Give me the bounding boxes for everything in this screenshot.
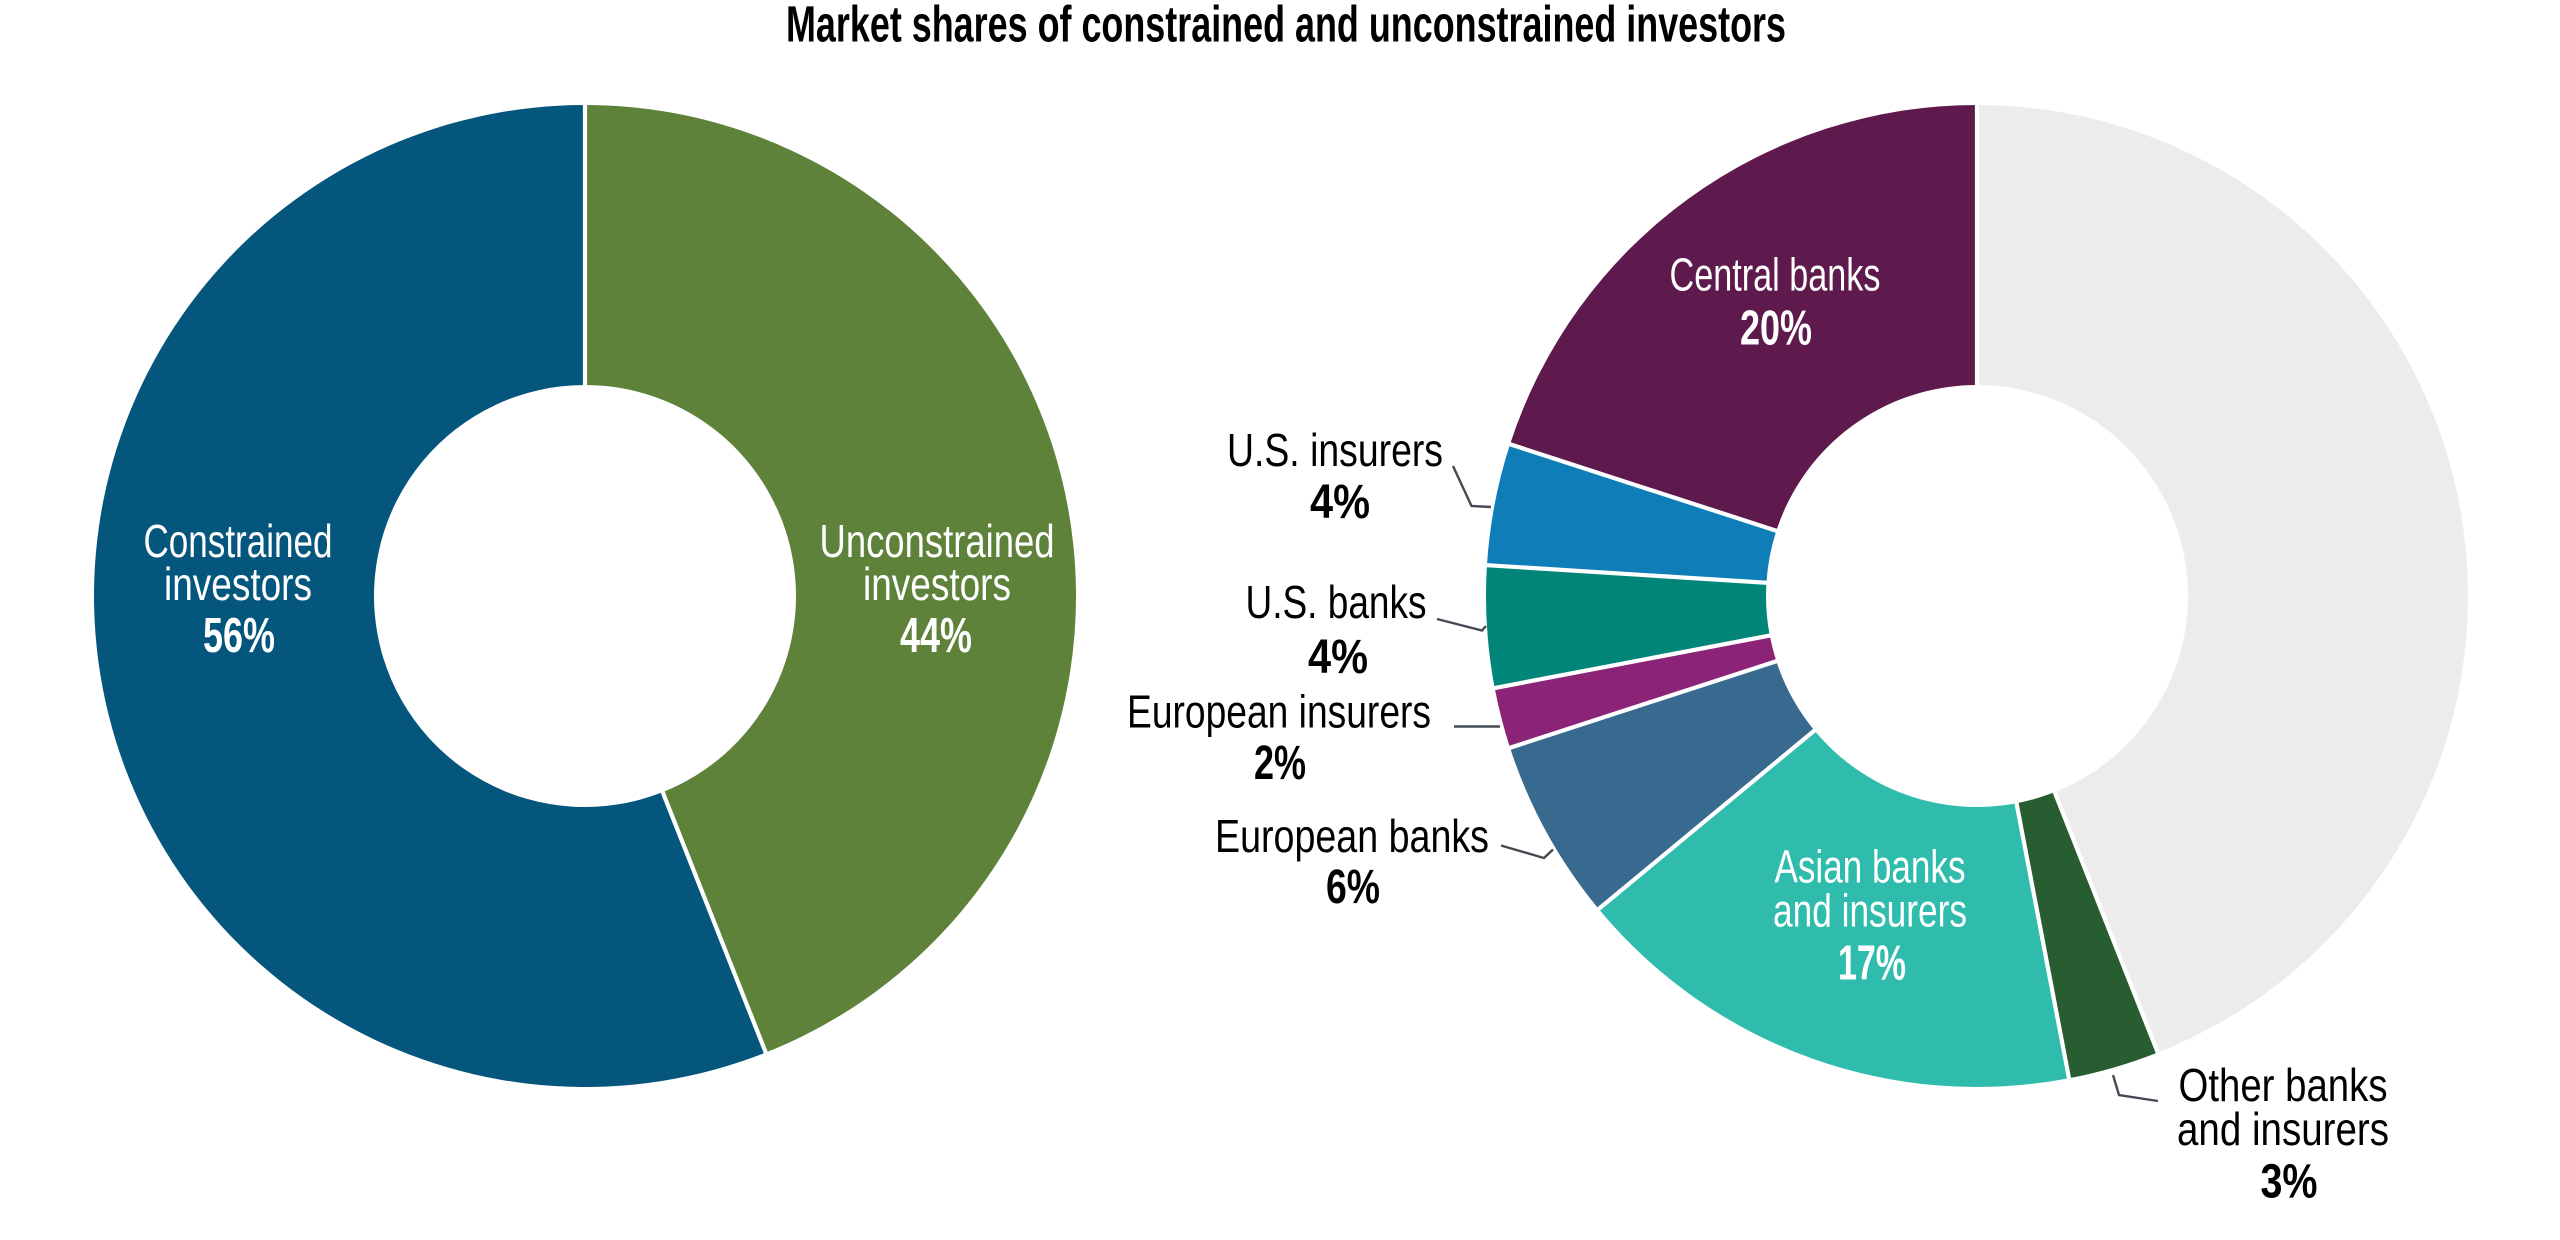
svg-text:U.S. insurers: U.S. insurers (1227, 424, 1443, 476)
svg-text:4%: 4% (1308, 631, 1368, 684)
svg-text:Central banks: Central banks (1670, 249, 1881, 301)
svg-text:Constrained: Constrained (144, 515, 333, 567)
svg-text:17%: 17% (1838, 937, 1906, 991)
svg-text:3%: 3% (2261, 1156, 2318, 1209)
svg-text:44%: 44% (900, 609, 972, 663)
svg-text:Asian banks: Asian banks (1775, 841, 1966, 893)
svg-text:6%: 6% (1326, 861, 1380, 914)
svg-text:Market shares of constrained a: Market shares of constrained and unconst… (786, 0, 1786, 53)
svg-text:56%: 56% (203, 609, 275, 663)
svg-text:and insurers: and insurers (2177, 1103, 2389, 1155)
svg-text:U.S. banks: U.S. banks (1246, 576, 1427, 628)
svg-text:and insurers: and insurers (1773, 884, 1967, 936)
svg-text:20%: 20% (1740, 301, 1812, 355)
svg-text:4%: 4% (1310, 476, 1370, 529)
svg-text:European banks: European banks (1215, 810, 1489, 862)
svg-text:2%: 2% (1254, 737, 1306, 790)
svg-text:investors: investors (863, 558, 1011, 610)
svg-text:investors: investors (164, 558, 312, 610)
svg-text:Unconstrained: Unconstrained (820, 515, 1055, 567)
svg-text:European insurers: European insurers (1127, 686, 1431, 738)
svg-text:Other banks: Other banks (2179, 1059, 2388, 1111)
